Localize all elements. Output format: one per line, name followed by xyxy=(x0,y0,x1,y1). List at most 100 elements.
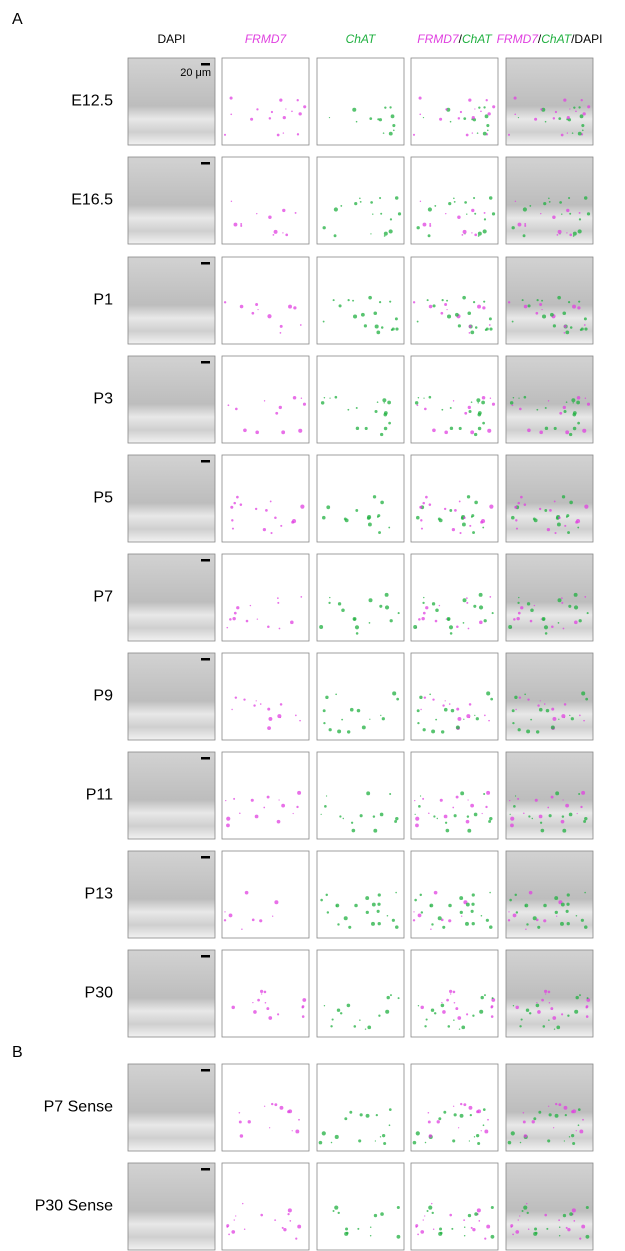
signal-dot xyxy=(382,398,386,402)
signal-dot xyxy=(519,696,521,698)
signal-dot xyxy=(478,427,481,430)
signal-dot xyxy=(334,207,338,211)
signal-dot xyxy=(477,1109,481,1113)
signal-dot xyxy=(356,427,359,430)
signal-dot xyxy=(515,709,516,710)
signal-dot xyxy=(329,397,330,398)
signal-dot xyxy=(431,1008,434,1011)
signal-dot xyxy=(279,406,282,409)
signal-dot xyxy=(527,698,529,700)
signal-dot xyxy=(243,698,245,700)
signal-dot xyxy=(565,331,569,335)
signal-dot xyxy=(582,1119,584,1121)
signal-dot xyxy=(344,1117,347,1120)
signal-dot xyxy=(514,97,517,100)
signal-dot xyxy=(417,1233,419,1235)
signal-dot xyxy=(511,1131,515,1135)
signal-dot xyxy=(553,1127,554,1128)
signal-dot xyxy=(579,994,581,996)
signal-dot xyxy=(564,1106,568,1110)
signal-dot xyxy=(441,730,444,733)
signal-dot xyxy=(478,235,480,237)
signal-dot xyxy=(425,606,428,609)
signal-dot xyxy=(425,1142,427,1144)
signal-dot xyxy=(283,1228,286,1231)
signal-dot xyxy=(543,919,546,922)
signal-dot xyxy=(260,1214,263,1217)
signal-dot xyxy=(429,1134,432,1137)
signal-dot xyxy=(554,532,556,534)
column-header: DAPI xyxy=(157,32,185,46)
signal-dot xyxy=(544,990,547,993)
signal-dot xyxy=(387,401,391,405)
image xyxy=(411,1163,498,1250)
signal-dot xyxy=(257,618,258,619)
signal-dot xyxy=(558,230,562,234)
signal-dot xyxy=(470,430,474,434)
signal-dot xyxy=(374,1214,377,1217)
signal-dot xyxy=(438,1232,442,1236)
signal-dot xyxy=(228,404,230,406)
signal-dot xyxy=(447,314,451,318)
signal-dot xyxy=(345,1228,348,1231)
signal-dot xyxy=(266,1007,269,1010)
signal-dot xyxy=(453,991,456,994)
signal-dot xyxy=(251,312,254,315)
signal-dot xyxy=(555,791,559,795)
signal-dot xyxy=(513,397,514,398)
signal-dot xyxy=(567,1015,569,1017)
figure: DAPIFRMD7ChATFRMD7/ChATFRMD7/ChAT/DAPIAE… xyxy=(0,0,625,1251)
scale-bar xyxy=(201,658,210,661)
signal-dot xyxy=(413,911,414,912)
signal-dot xyxy=(562,495,565,498)
image xyxy=(317,1163,404,1250)
signal-dot xyxy=(491,1015,494,1018)
signal-dot xyxy=(571,398,575,402)
signal-dot xyxy=(224,911,225,912)
signal-dot xyxy=(264,400,265,401)
signal-dot xyxy=(420,201,421,202)
signal-dot xyxy=(422,502,425,505)
signal-dot xyxy=(449,1214,452,1217)
signal-dot xyxy=(461,916,462,917)
signal-dot xyxy=(379,301,381,303)
signal-dot xyxy=(567,922,570,925)
signal-dot xyxy=(517,602,519,604)
signal-dot xyxy=(489,925,493,929)
signal-dot xyxy=(513,1005,514,1006)
signal-dot xyxy=(587,612,589,614)
image xyxy=(128,257,215,344)
signal-dot xyxy=(323,722,325,724)
signal-dot xyxy=(544,625,548,629)
signal-dot xyxy=(428,812,430,814)
image xyxy=(128,554,215,641)
signal-dot xyxy=(387,915,389,917)
signal-dot xyxy=(537,704,539,706)
signal-dot xyxy=(457,216,460,219)
image-panel xyxy=(317,1064,404,1151)
signal-dot xyxy=(586,1235,590,1239)
signal-dot xyxy=(442,704,444,706)
signal-dot xyxy=(518,117,519,118)
signal-dot xyxy=(385,593,389,597)
signal-dot xyxy=(483,1124,485,1126)
signal-dot xyxy=(343,818,344,819)
signal-dot xyxy=(299,720,301,722)
signal-dot xyxy=(380,213,382,215)
signal-dot xyxy=(416,516,420,520)
signal-dot xyxy=(583,820,586,823)
signal-dot xyxy=(377,910,380,913)
signal-dot xyxy=(437,1120,440,1123)
signal-dot xyxy=(231,1006,234,1009)
signal-dot xyxy=(256,108,258,110)
scale-bar xyxy=(201,559,210,562)
signal-dot xyxy=(274,1219,276,1221)
signal-dot xyxy=(413,301,415,303)
signal-dot xyxy=(561,820,565,824)
signal-dot xyxy=(555,1114,559,1118)
signal-dot xyxy=(472,132,473,133)
signal-dot xyxy=(541,300,543,302)
signal-dot xyxy=(429,305,433,309)
signal-dot xyxy=(569,813,573,817)
header-part: ChAT xyxy=(541,32,572,46)
